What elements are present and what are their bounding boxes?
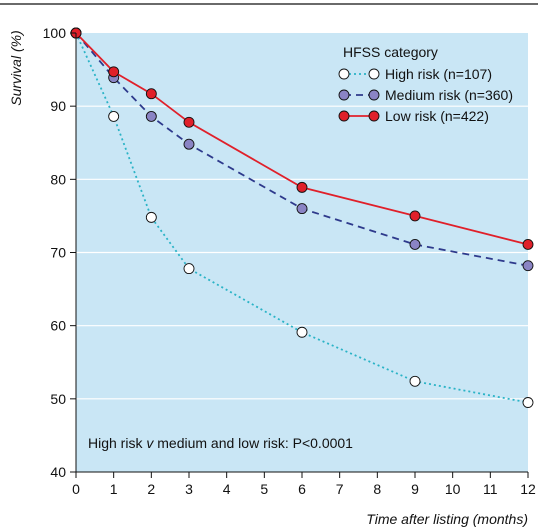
legend-marker-left-0 (338, 68, 350, 80)
x-tick-label-10: 10 (445, 481, 461, 497)
y-tick-label-50: 50 (50, 391, 66, 407)
data-point-0-3 (183, 263, 195, 275)
y-tick-label-60: 60 (50, 318, 66, 334)
legend-marker-right-2 (368, 110, 380, 122)
x-tick-label-7: 7 (336, 481, 344, 497)
data-point-0-2 (145, 211, 157, 223)
legend-marker-left-1 (338, 89, 350, 101)
data-point-2-3 (183, 116, 195, 128)
series-1 (70, 27, 534, 272)
x-tick-label-4: 4 (223, 481, 231, 497)
data-point-2-6 (522, 239, 534, 250)
annotation-suffix: medium and low risk: P<0.0001 (153, 435, 353, 451)
data-point-2-4 (296, 181, 308, 193)
data-point-1-2 (145, 110, 157, 122)
x-tick-label-9: 9 (411, 481, 419, 497)
y-tick-label-70: 70 (50, 245, 66, 261)
data-point-0-5 (409, 375, 421, 387)
series-2 (70, 27, 534, 250)
x-tick-label-2: 2 (147, 481, 155, 497)
x-tick-label-8: 8 (373, 481, 381, 497)
legend: HFSS category High risk (n=107) Medium ris… (338, 44, 513, 124)
data-point-2-1 (108, 66, 120, 78)
data-point-0-1 (108, 110, 120, 122)
x-tick-label-12: 12 (520, 481, 536, 497)
data-point-2-5 (409, 210, 421, 222)
x-tick-label-6: 6 (298, 481, 306, 497)
y-tick-label-80: 80 (50, 171, 66, 187)
y-tick-label-100: 100 (43, 25, 67, 41)
x-tick-label-1: 1 (110, 481, 118, 497)
legend-label-0: High risk (n=107) (385, 66, 492, 82)
grid-lines (76, 105, 528, 400)
data-point-1-6 (522, 260, 534, 272)
data-point-1-3 (183, 138, 195, 150)
annotation-v: v (146, 435, 154, 451)
legend-marker-right-1 (368, 89, 380, 101)
x-tick-label-0: 0 (72, 481, 80, 497)
data-point-2-2 (145, 88, 157, 100)
x-axis-title: Time after listing (months) (366, 511, 528, 527)
legend-label-2: Low risk (n=422) (385, 108, 489, 124)
y-tick-label-40: 40 (50, 464, 66, 480)
x-tick-label-11: 11 (483, 481, 498, 497)
data-point-1-4 (296, 203, 308, 215)
legend-label-1: Medium risk (n=360) (385, 87, 513, 103)
y-axis-title: Survival (%) (8, 30, 24, 105)
x-tick-label-5: 5 (260, 481, 268, 497)
legend-marker-left-2 (338, 110, 350, 122)
data-point-0-6 (522, 397, 534, 408)
y-tick-label-90: 90 (50, 98, 66, 114)
data-point-1-5 (409, 239, 421, 250)
legend-marker-right-0 (368, 68, 380, 80)
data-point-0-4 (296, 326, 308, 338)
annotation-prefix: High risk (88, 435, 146, 451)
significance-annotation: High risk v medium and low risk: P<0.000… (88, 435, 353, 451)
x-tick-label-3: 3 (185, 481, 193, 497)
legend-title: HFSS category (343, 44, 438, 60)
